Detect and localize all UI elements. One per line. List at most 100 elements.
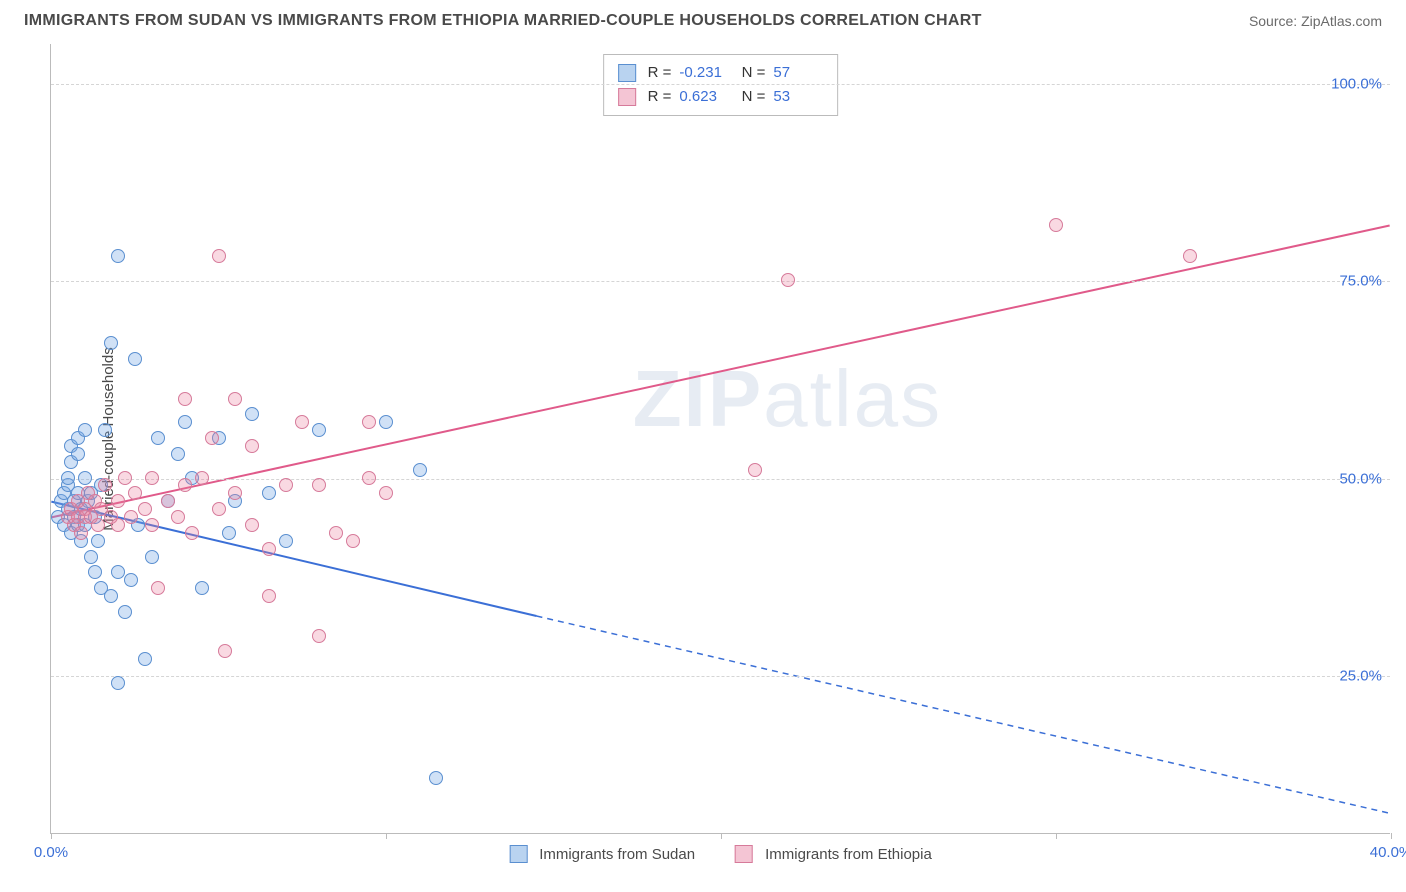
- point-sudan: [111, 565, 125, 579]
- point-ethiopia: [124, 510, 138, 524]
- point-ethiopia: [212, 502, 226, 516]
- x-tick: [386, 833, 387, 839]
- y-tick-label: 75.0%: [1339, 273, 1382, 290]
- x-tick-label: 0.0%: [34, 844, 68, 861]
- point-ethiopia: [205, 431, 219, 445]
- point-sudan: [379, 415, 393, 429]
- point-sudan: [78, 471, 92, 485]
- point-sudan: [413, 463, 427, 477]
- point-ethiopia: [195, 471, 209, 485]
- x-tick: [51, 833, 52, 839]
- point-sudan: [111, 249, 125, 263]
- swatch-ethiopia: [618, 88, 636, 106]
- regression-line-sudan-extrapolated: [536, 616, 1389, 813]
- point-ethiopia: [178, 392, 192, 406]
- point-ethiopia: [111, 518, 125, 532]
- gridline-h: [51, 84, 1390, 85]
- point-ethiopia: [295, 415, 309, 429]
- legend-item-ethiopia: Immigrants from Ethiopia: [735, 845, 932, 863]
- x-tick: [721, 833, 722, 839]
- point-ethiopia: [212, 249, 226, 263]
- point-ethiopia: [218, 644, 232, 658]
- point-ethiopia: [312, 478, 326, 492]
- point-sudan: [178, 415, 192, 429]
- point-ethiopia: [118, 471, 132, 485]
- point-ethiopia: [74, 526, 88, 540]
- point-sudan: [262, 486, 276, 500]
- r-value-sudan: -0.231: [679, 61, 729, 85]
- point-ethiopia: [111, 494, 125, 508]
- point-sudan: [429, 771, 443, 785]
- point-sudan: [171, 447, 185, 461]
- point-ethiopia: [91, 518, 105, 532]
- point-ethiopia: [185, 526, 199, 540]
- r-value-ethiopia: 0.623: [679, 85, 729, 109]
- point-sudan: [279, 534, 293, 548]
- point-ethiopia: [245, 518, 259, 532]
- point-sudan: [138, 652, 152, 666]
- point-sudan: [118, 605, 132, 619]
- point-sudan: [111, 676, 125, 690]
- point-ethiopia: [138, 502, 152, 516]
- y-tick-label: 50.0%: [1339, 470, 1382, 487]
- point-sudan: [104, 589, 118, 603]
- point-sudan: [151, 431, 165, 445]
- point-sudan: [312, 423, 326, 437]
- point-ethiopia: [98, 478, 112, 492]
- point-ethiopia: [329, 526, 343, 540]
- legend-label-ethiopia: Immigrants from Ethiopia: [765, 846, 932, 863]
- point-sudan: [61, 471, 75, 485]
- point-sudan: [88, 565, 102, 579]
- point-ethiopia: [178, 478, 192, 492]
- point-ethiopia: [161, 494, 175, 508]
- stats-box: R = -0.231 N = 57 R = 0.623 N = 53: [603, 54, 839, 116]
- point-sudan: [124, 573, 138, 587]
- point-sudan: [245, 407, 259, 421]
- point-ethiopia: [128, 486, 142, 500]
- point-sudan: [71, 447, 85, 461]
- point-ethiopia: [362, 415, 376, 429]
- bottom-legend: Immigrants from Sudan Immigrants from Et…: [509, 845, 932, 863]
- point-ethiopia: [151, 581, 165, 595]
- n-value-sudan: 57: [773, 61, 823, 85]
- point-sudan: [128, 352, 142, 366]
- point-ethiopia: [781, 273, 795, 287]
- point-ethiopia: [362, 471, 376, 485]
- point-ethiopia: [279, 478, 293, 492]
- point-sudan: [145, 550, 159, 564]
- stats-row-sudan: R = -0.231 N = 57: [618, 61, 824, 85]
- chart-header: IMMIGRANTS FROM SUDAN VS IMMIGRANTS FROM…: [0, 0, 1406, 38]
- point-ethiopia: [171, 510, 185, 524]
- source-attribution: Source: ZipAtlas.com: [1249, 13, 1382, 29]
- chart-title: IMMIGRANTS FROM SUDAN VS IMMIGRANTS FROM…: [24, 12, 982, 30]
- point-ethiopia: [748, 463, 762, 477]
- legend-swatch-sudan: [509, 845, 527, 863]
- point-sudan: [104, 336, 118, 350]
- x-tick-label: 40.0%: [1370, 844, 1406, 861]
- point-ethiopia: [346, 534, 360, 548]
- watermark: ZIPatlas: [633, 353, 942, 445]
- y-tick-label: 100.0%: [1331, 75, 1382, 92]
- scatter-chart: Married-couple Households ZIPatlas R = -…: [50, 44, 1390, 834]
- gridline-h: [51, 479, 1390, 480]
- point-ethiopia: [1049, 218, 1063, 232]
- point-ethiopia: [145, 471, 159, 485]
- point-sudan: [78, 423, 92, 437]
- point-sudan: [98, 423, 112, 437]
- point-ethiopia: [262, 589, 276, 603]
- gridline-h: [51, 676, 1390, 677]
- legend-swatch-ethiopia: [735, 845, 753, 863]
- y-tick-label: 25.0%: [1339, 668, 1382, 685]
- point-sudan: [91, 534, 105, 548]
- n-value-ethiopia: 53: [773, 85, 823, 109]
- point-ethiopia: [228, 486, 242, 500]
- regression-line-ethiopia: [51, 225, 1389, 517]
- point-ethiopia: [245, 439, 259, 453]
- x-tick: [1391, 833, 1392, 839]
- point-ethiopia: [1183, 249, 1197, 263]
- point-ethiopia: [228, 392, 242, 406]
- point-sudan: [195, 581, 209, 595]
- swatch-sudan: [618, 64, 636, 82]
- point-sudan: [222, 526, 236, 540]
- gridline-h: [51, 281, 1390, 282]
